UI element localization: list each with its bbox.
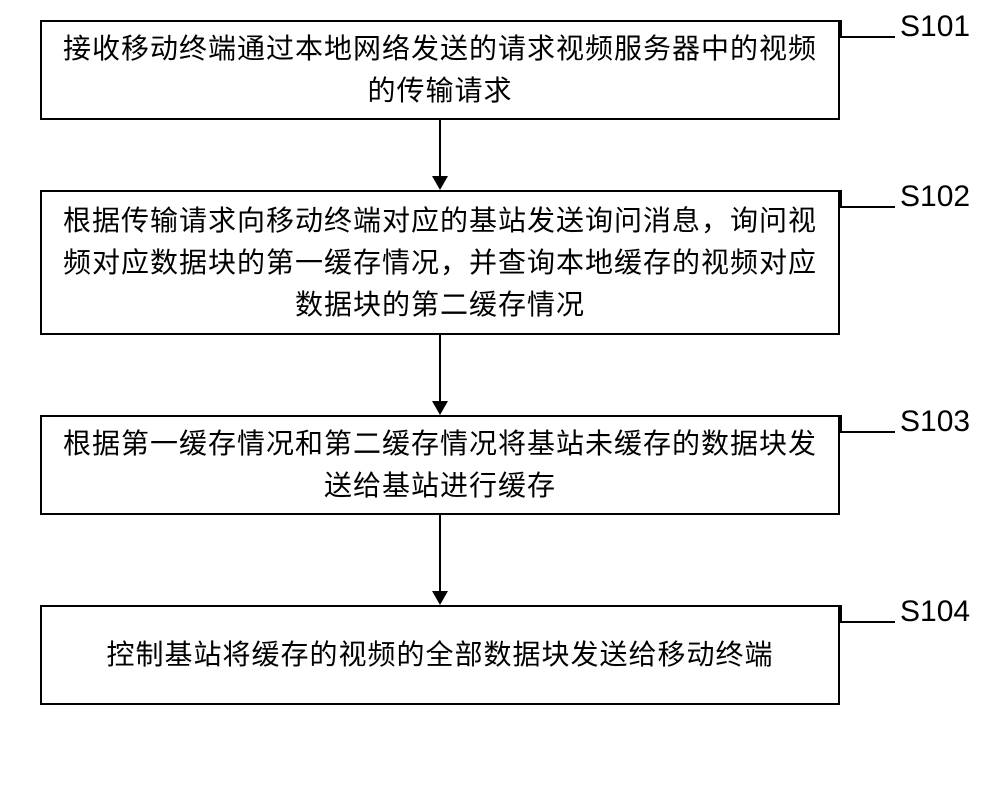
connector-arrow-2: [432, 401, 448, 415]
step-box-s104: 控制基站将缓存的视频的全部数据块发送给移动终端: [40, 605, 840, 705]
label-line-s101: [840, 36, 895, 38]
label-line-s103: [840, 431, 895, 433]
label-line-s102: [840, 206, 895, 208]
connector-arrow-3: [432, 591, 448, 605]
connector-line-3: [439, 515, 441, 591]
step-label-s103: S103: [900, 405, 970, 439]
step-text-s104: 控制基站将缓存的视频的全部数据块发送给移动终端: [106, 634, 773, 676]
step-text-s101: 接收移动终端通过本地网络发送的请求视频服务器中的视频的传输请求: [62, 28, 818, 112]
flowchart-container: 接收移动终端通过本地网络发送的请求视频服务器中的视频的传输请求 S101 根据传…: [0, 0, 1000, 790]
connector-line-1: [439, 120, 441, 176]
step-box-s103: 根据第一缓存情况和第二缓存情况将基站未缓存的数据块发送给基站进行缓存: [40, 415, 840, 515]
connector-line-2: [439, 335, 441, 401]
step-label-s102: S102: [900, 180, 970, 214]
label-line-s104: [840, 621, 895, 623]
connector-arrow-1: [432, 176, 448, 190]
step-box-s102: 根据传输请求向移动终端对应的基站发送询问消息，询问视频对应数据块的第一缓存情况，…: [40, 190, 840, 335]
step-box-s101: 接收移动终端通过本地网络发送的请求视频服务器中的视频的传输请求: [40, 20, 840, 120]
step-label-s104: S104: [900, 595, 970, 629]
step-label-s101: S101: [900, 10, 970, 44]
step-text-s102: 根据传输请求向移动终端对应的基站发送询问消息，询问视频对应数据块的第一缓存情况，…: [62, 200, 818, 326]
step-text-s103: 根据第一缓存情况和第二缓存情况将基站未缓存的数据块发送给基站进行缓存: [62, 423, 818, 507]
